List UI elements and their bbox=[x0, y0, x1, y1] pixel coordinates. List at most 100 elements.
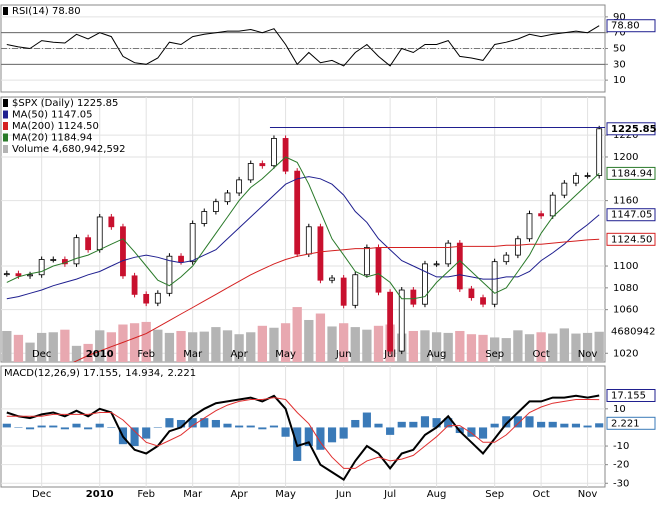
volume-bar bbox=[420, 330, 430, 362]
candle-body bbox=[259, 163, 266, 167]
volume-bar bbox=[362, 329, 372, 362]
volume-bar bbox=[455, 330, 465, 362]
volume-bar bbox=[408, 330, 418, 362]
candle-body bbox=[27, 274, 33, 277]
series-line bbox=[6, 25, 600, 67]
histogram-bar bbox=[525, 416, 534, 428]
legend-entry: MA(200) 1124.50 bbox=[12, 121, 99, 132]
end-label-box bbox=[606, 208, 656, 222]
volume-bar bbox=[25, 342, 35, 362]
candle-body bbox=[549, 194, 556, 217]
histogram-bar bbox=[386, 427, 395, 435]
histogram-bar bbox=[49, 425, 58, 428]
y-tick-label: 1100 bbox=[613, 261, 638, 272]
volume-bar bbox=[513, 330, 523, 362]
volume-bar bbox=[37, 332, 47, 362]
x-tick-label: 2010 bbox=[86, 489, 114, 500]
histogram-bar bbox=[513, 416, 522, 428]
y-tick-label: 1200 bbox=[613, 152, 638, 163]
volume-bar bbox=[141, 321, 151, 362]
volume-bar bbox=[164, 332, 175, 362]
plot-area bbox=[1, 16, 605, 81]
volume-bar bbox=[571, 333, 581, 362]
x-tick-label: Aug bbox=[427, 489, 447, 500]
x-tick-label: Apr bbox=[230, 489, 248, 500]
volume-bar bbox=[280, 323, 291, 362]
x-tick-label: Feb bbox=[137, 349, 155, 360]
candle-body bbox=[38, 259, 45, 276]
candle-body bbox=[282, 138, 289, 172]
histogram-bar bbox=[537, 421, 546, 428]
volume-bar bbox=[478, 334, 488, 362]
histogram-bar bbox=[420, 416, 430, 428]
series-line bbox=[6, 394, 600, 481]
legend-swatch bbox=[3, 99, 8, 107]
legend-swatch bbox=[3, 122, 8, 130]
histogram-bar bbox=[560, 423, 569, 428]
y-tick-label: -20 bbox=[613, 460, 629, 471]
volume-bar bbox=[431, 332, 442, 362]
candle-body bbox=[480, 297, 486, 305]
x-tick-label: Dec bbox=[32, 349, 51, 360]
volume-bar bbox=[199, 331, 209, 362]
histogram-bar bbox=[444, 418, 453, 428]
volume-bar bbox=[304, 319, 314, 362]
candle-body bbox=[85, 237, 92, 251]
end-label-box bbox=[606, 122, 656, 136]
histogram-bar bbox=[60, 427, 69, 430]
candle-body bbox=[15, 273, 22, 277]
candle-body bbox=[538, 213, 545, 217]
y-tick-label: 10 bbox=[613, 75, 626, 86]
candle-body bbox=[422, 263, 428, 305]
x-tick-label: Sep bbox=[485, 489, 504, 500]
candle-body bbox=[340, 277, 347, 306]
volume-bar bbox=[315, 313, 326, 362]
volume-bar bbox=[501, 338, 511, 362]
candle-body bbox=[294, 170, 301, 255]
volume-bar bbox=[60, 329, 70, 362]
y-tick-label: 30 bbox=[613, 59, 626, 70]
end-label-box bbox=[606, 232, 656, 246]
x-tick-label: Jul bbox=[383, 489, 396, 500]
x-tick-label: May bbox=[275, 489, 296, 500]
x-tick-label: Nov bbox=[578, 349, 598, 360]
candle-body bbox=[236, 179, 243, 194]
candle-body bbox=[468, 288, 475, 299]
candle-body bbox=[201, 211, 208, 224]
end-label: 4680942 bbox=[611, 327, 656, 338]
histogram-bar bbox=[409, 421, 418, 428]
x-tick-label: 2010 bbox=[86, 349, 114, 360]
y-tick-label: 1220 bbox=[613, 130, 638, 141]
y-tick-label: -10 bbox=[613, 441, 629, 452]
legend-swatch bbox=[3, 145, 8, 153]
plot-area bbox=[1, 97, 605, 362]
y-tick-label: 50 bbox=[613, 44, 626, 55]
x-tick-label: Nov bbox=[578, 489, 598, 500]
histogram-bar bbox=[153, 427, 162, 428]
legend-entry: MA(20) 1184.94 bbox=[12, 133, 93, 144]
y-tick-label: 90 bbox=[613, 12, 626, 23]
candle-body bbox=[514, 238, 521, 256]
volume-bar bbox=[95, 330, 105, 362]
histogram-bar bbox=[467, 427, 476, 437]
candle-body bbox=[271, 138, 277, 167]
series-line bbox=[73, 238, 600, 362]
x-tick-label: May bbox=[275, 349, 296, 360]
histogram-bar bbox=[246, 425, 255, 428]
end-label-box bbox=[606, 388, 656, 402]
plot-area bbox=[1, 366, 605, 487]
candle-body bbox=[317, 226, 324, 281]
histogram-bar bbox=[130, 427, 139, 447]
candle-body bbox=[433, 263, 440, 266]
end-label: 2.221 bbox=[611, 418, 640, 429]
candle-body bbox=[189, 223, 196, 263]
volume-bar bbox=[559, 328, 569, 362]
candle-body bbox=[108, 216, 115, 228]
volume-bar bbox=[524, 334, 535, 362]
x-tick-label: Jul bbox=[383, 349, 396, 360]
end-label-box bbox=[606, 416, 656, 430]
volume-bar bbox=[350, 327, 360, 362]
histogram-bar bbox=[258, 427, 267, 430]
candle-body bbox=[584, 175, 591, 177]
candle-body bbox=[73, 237, 80, 265]
